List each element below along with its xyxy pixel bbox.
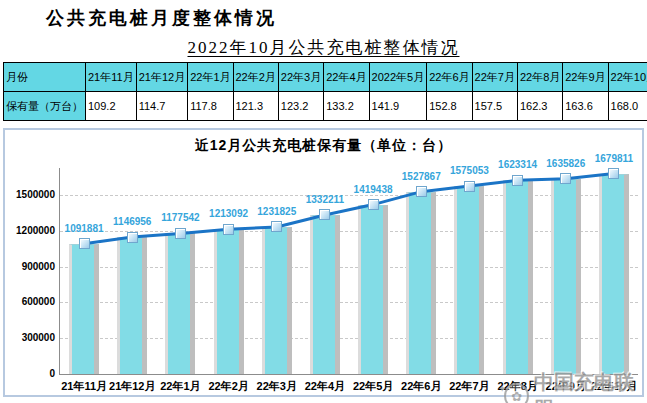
report-subtitle: 2022年10月公共充电桩整体情况 — [188, 36, 460, 59]
y-axis-tick-label: 600000 — [5, 296, 55, 307]
value-cell: 121.3 — [233, 92, 278, 121]
month-header-cell: 21年12月 — [136, 63, 187, 92]
data-label: 1575053 — [450, 165, 489, 176]
value-cell: 109.2 — [86, 92, 137, 121]
line-marker — [368, 199, 379, 210]
value-cell: 162.3 — [517, 92, 562, 121]
line-marker — [319, 209, 330, 220]
x-axis-tick-label: 22年2月 — [208, 379, 248, 394]
month-header-cell: 2022年5月 — [369, 63, 427, 92]
value-cell: 163.6 — [563, 92, 608, 121]
y-axis-tick-label: 0 — [5, 368, 55, 379]
line-marker — [512, 175, 523, 186]
value-cell: 157.5 — [472, 92, 517, 121]
data-label: 1419438 — [354, 184, 393, 195]
value-row-label: 保有量（万台） — [4, 92, 86, 121]
line-marker — [79, 238, 90, 249]
table-month-row: 月份 21年11月21年12月22年1月22年2月22年3月22年4月2022年… — [4, 63, 647, 92]
data-label: 1623314 — [498, 159, 537, 170]
line-marker — [608, 168, 619, 179]
line-marker — [416, 186, 427, 197]
x-axis-tick-label: 22年7月 — [449, 379, 489, 394]
month-header-cell: 21年11月 — [86, 63, 137, 92]
subtitle-wrap: 2022年10月公共充电桩整体情况 — [0, 36, 647, 59]
chart-title: 近12月公共充电桩保有量（单位：台） — [5, 137, 642, 155]
data-label: 1213092 — [209, 208, 248, 219]
line-marker — [175, 228, 186, 239]
month-header-cell: 22年9月 — [563, 63, 608, 92]
x-axis-tick-label: 22年1月 — [160, 379, 200, 394]
x-axis-tick-label: 22年6月 — [401, 379, 441, 394]
y-axis-tick-label: 300000 — [5, 332, 55, 343]
table-value-row: 保有量（万台） 109.2114.7117.8121.3123.2133.214… — [4, 92, 647, 121]
value-cell: 117.8 — [188, 92, 233, 121]
data-label: 1146956 — [113, 216, 151, 227]
data-label: 1527867 — [402, 171, 441, 182]
month-header-cell: 22年1月 — [188, 63, 233, 92]
chart-panel: 近12月公共充电桩保有量（单位：台） 109188121年11月11469562… — [3, 128, 644, 397]
x-axis-tick-label: 22年5月 — [353, 379, 393, 394]
data-label: 1679811 — [595, 153, 633, 164]
y-axis-tick-label: 1500000 — [5, 189, 55, 200]
data-label: 1635826 — [546, 158, 585, 169]
month-header-cell: 22年6月 — [427, 63, 472, 92]
data-label: 1091881 — [65, 223, 104, 234]
value-cell: 114.7 — [136, 92, 187, 121]
month-header-cell: 22年7月 — [472, 63, 517, 92]
month-header-cell: 22年4月 — [324, 63, 369, 92]
data-label: 1332211 — [306, 194, 344, 205]
value-cell: 168.0 — [608, 92, 647, 121]
line-marker — [271, 221, 282, 232]
month-header-cell: 22年2月 — [233, 63, 278, 92]
value-cell: 133.2 — [324, 92, 369, 121]
star-icon: ✦ — [498, 383, 506, 394]
value-cell: 152.8 — [427, 92, 472, 121]
x-axis-tick-label: 22年4月 — [305, 379, 345, 394]
value-cell: 141.9 — [369, 92, 427, 121]
y-axis-tick-label: 900000 — [5, 261, 55, 272]
watermark-text: 中国充电联盟 — [534, 369, 647, 403]
report-page: 公共充电桩月度整体情况 2022年10月公共充电桩整体情况 月份 21年11月2… — [0, 0, 647, 403]
line-marker — [464, 181, 475, 192]
line-marker — [560, 173, 571, 184]
month-row-label: 月份 — [4, 63, 86, 92]
line-marker — [127, 232, 138, 243]
watermark: ✦ ✿ 中国充电联盟 — [498, 369, 647, 403]
month-header-cell: 22年8月 — [517, 63, 562, 92]
trend-line — [60, 168, 638, 374]
month-header-cell: 22年10月 — [608, 63, 647, 92]
line-marker — [223, 224, 234, 235]
monthly-summary-table: 月份 21年11月21年12月22年1月22年2月22年3月22年4月2022年… — [3, 62, 647, 121]
page-title: 公共充电桩月度整体情况 — [46, 6, 277, 30]
x-axis-tick-label: 21年11月 — [61, 379, 107, 394]
x-axis-tick-label: 21年12月 — [109, 379, 155, 394]
x-axis-tick-label: 22年3月 — [257, 379, 297, 394]
data-label: 1177542 — [161, 212, 199, 223]
month-header-cell: 22年3月 — [278, 63, 323, 92]
plot-area: 109188121年11月114695621年12月117754222年1月12… — [59, 168, 638, 375]
value-cell: 123.2 — [278, 92, 323, 121]
y-axis-tick-label: 1200000 — [5, 225, 55, 236]
charging-alliance-logo-icon: ✿ — [504, 383, 529, 403]
data-label: 1231825 — [257, 206, 296, 217]
